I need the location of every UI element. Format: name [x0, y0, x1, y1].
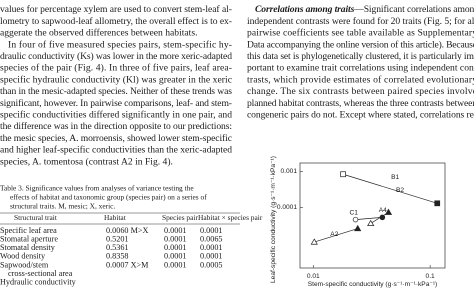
data-point	[352, 216, 359, 223]
table-cell: 0.0005	[200, 260, 223, 269]
body-line: aggerate the observed differences betwee…	[0, 28, 197, 39]
table-cell: Stomatal density	[0, 243, 56, 252]
body-line: specific hydraulic conductivity (Kl) was…	[0, 74, 232, 85]
table-cell: 0.0060 M>X	[106, 226, 148, 235]
pair-label: B1	[391, 174, 399, 181]
body-line: the mesic species, A. morroensis, showed…	[0, 133, 232, 144]
y-tick-label: 0.001	[280, 168, 297, 175]
table-cell: 0.0001	[164, 243, 187, 252]
pair-label: A2	[330, 231, 338, 238]
body-line: and higher leaf-specific conductivities …	[0, 145, 232, 156]
pair-label: A4	[379, 207, 387, 214]
table-header: Habitat	[104, 213, 127, 222]
pair-label: C1	[350, 209, 359, 216]
body-line: species, A. tomentosa (contrast A2 in Fi…	[0, 156, 173, 167]
data-point	[434, 200, 441, 207]
table-header: Structural trait	[14, 213, 58, 222]
table-cell: 0.0001	[164, 252, 187, 261]
table-cell: Stomatal aperture	[0, 234, 58, 243]
body-line: lometry to sapwood-leaf allometry, the o…	[0, 16, 232, 27]
table-cell: Sapwood/stem	[0, 260, 49, 269]
table-cell: 0.0001	[200, 226, 223, 235]
y-axis-label: Leaf-specific conductivity (g·s⁻¹·m⁻¹·kP…	[270, 156, 277, 283]
table-caption: Table 3. Significance values from analys…	[0, 184, 194, 193]
data-point	[310, 238, 318, 245]
body-line: trasts, which provide estimates of corre…	[247, 74, 474, 85]
table-cell: Specific leaf area	[0, 226, 57, 235]
table-caption: effects of habitat and taxonomic group (…	[10, 193, 207, 202]
table-cell: 0.0001	[164, 260, 187, 269]
annotation: B2	[396, 187, 404, 194]
x-axis-label: Stem-specific conductivity (g·s⁻¹·m⁻¹·kP…	[308, 281, 438, 288]
body-line: the difference was in the direction oppo…	[0, 121, 232, 132]
pair-line	[314, 228, 358, 243]
body-line: than in the mesic-adapted species. Neith…	[0, 86, 232, 97]
body-line: species of the pair (Fig. 4). In three o…	[0, 63, 232, 74]
table-cell: cross-sectional area	[8, 269, 73, 278]
body-line: draulic conductivity (Ks) was lower in t…	[0, 51, 232, 62]
body-line: this data set is phylogenetically cluste…	[247, 51, 474, 62]
data-point	[384, 208, 393, 215]
body-line: In four of five measured species pairs, …	[8, 39, 232, 50]
table-cell: Hydraulic conductivity	[0, 277, 77, 286]
pair-line	[355, 217, 383, 220]
data-point	[340, 171, 346, 178]
body-line: independent contrasts were found for 20 …	[247, 16, 474, 27]
x-tick-label: 0.1	[426, 273, 435, 280]
body-text: —Significant correlations among	[353, 4, 474, 15]
body-line: specific conductivities differed signifi…	[0, 110, 232, 121]
body-line: portant to examine trait correlations us…	[247, 63, 474, 74]
pair-line	[342, 173, 438, 204]
data-point	[367, 219, 375, 226]
data-point	[354, 224, 362, 232]
table-cell: 0.0007 X>M	[106, 260, 149, 269]
table-cell: 0.0001	[164, 234, 187, 243]
body-line: values for percentage xylem are used to …	[0, 4, 232, 15]
table-cell: 0.5361	[106, 243, 129, 252]
table-cell: 0.8358	[106, 252, 129, 261]
plot-frame	[299, 162, 446, 269]
body-line: congeneric pairs do not. Except where st…	[247, 110, 474, 121]
table-cell: Wood density	[0, 252, 46, 261]
table-cell: 0.5201	[106, 234, 129, 243]
body-line: planned habitat contrasts, whereas the t…	[247, 98, 474, 109]
table-cell: 0.0001	[164, 226, 187, 235]
table-header: Species pair	[162, 213, 198, 222]
body-line: Correlations among traits—Significant co…	[255, 4, 474, 15]
body-line: significant, however. In pairwise compar…	[0, 98, 232, 109]
table-cell: 0.0001	[200, 252, 223, 261]
x-tick-label: 0.01	[307, 273, 320, 280]
body-line: Data accompanying the online version of …	[247, 39, 474, 50]
body-line: change. The six contrasts between paired…	[247, 86, 474, 97]
table-cell: 0.0065	[200, 234, 223, 243]
table-cell: 0.0001	[200, 243, 223, 252]
body-line: pairwise coefficients see table availabl…	[247, 28, 474, 39]
table-caption: structural traits. M, mesic; X, xeric.	[10, 202, 115, 211]
y-tick-label: 0.0001	[277, 204, 298, 211]
section-heading: Correlations among traits	[255, 4, 355, 15]
table-header: Habitat × species pair	[198, 213, 263, 222]
